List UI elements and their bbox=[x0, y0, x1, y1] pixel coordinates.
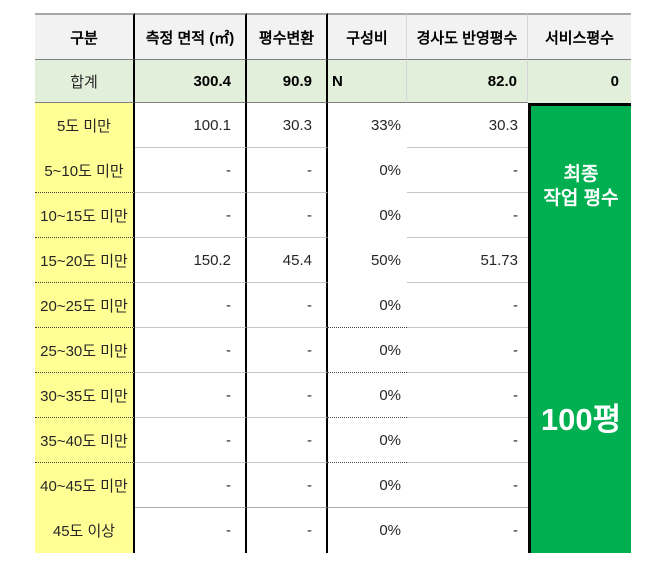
final-pyeong-cell[interactable]: 최종 작업 평수 100평 bbox=[528, 103, 631, 553]
slope-pyeong-cell[interactable]: 30.3 bbox=[407, 103, 528, 148]
ratio-cell[interactable]: 0% bbox=[328, 148, 407, 193]
ratio-cell[interactable]: 33% bbox=[328, 103, 407, 148]
area-cell[interactable]: - bbox=[135, 148, 247, 193]
ratio-cell[interactable]: 0% bbox=[328, 418, 407, 463]
area-cell[interactable]: - bbox=[135, 508, 247, 553]
area-cell[interactable]: 100.1 bbox=[135, 103, 247, 148]
row-label[interactable]: 5도 미만 bbox=[35, 103, 135, 148]
slope-pyeong-cell[interactable]: 51.73 bbox=[407, 238, 528, 283]
header-cell-measured-area[interactable]: 측정 면적 (㎡) bbox=[135, 13, 247, 60]
total-label-cell[interactable]: 합계 bbox=[35, 60, 135, 103]
area-cell[interactable]: - bbox=[135, 193, 247, 238]
pyeong-cell[interactable]: - bbox=[247, 508, 328, 553]
total-slope-pyeong-cell[interactable]: 82.0 bbox=[407, 60, 528, 103]
row-label[interactable]: 20~25도 미만 bbox=[35, 283, 135, 328]
ratio-cell[interactable]: 0% bbox=[328, 508, 407, 553]
header-cell-slope-pyeong[interactable]: 경사도 반영평수 bbox=[407, 13, 528, 60]
pyeong-cell[interactable]: - bbox=[247, 418, 328, 463]
row-label[interactable]: 35~40도 미만 bbox=[35, 418, 135, 463]
row-label[interactable]: 5~10도 미만 bbox=[35, 148, 135, 193]
pyeong-cell[interactable]: - bbox=[247, 373, 328, 418]
slope-pyeong-cell[interactable]: - bbox=[407, 193, 528, 238]
area-cell[interactable]: - bbox=[135, 463, 247, 508]
slope-pyeong-cell[interactable]: - bbox=[407, 508, 528, 553]
final-pyeong-value: 100평 bbox=[540, 402, 622, 437]
slope-pyeong-cell[interactable]: - bbox=[407, 373, 528, 418]
row-label[interactable]: 45도 이상 bbox=[35, 508, 135, 553]
final-pyeong-title: 최종 작업 평수 bbox=[531, 163, 631, 211]
row-label[interactable]: 30~35도 미만 bbox=[35, 373, 135, 418]
header-cell-pyeong-conv[interactable]: 평수변환 bbox=[247, 13, 328, 60]
header-cell-service-pyeong[interactable]: 서비스평수 bbox=[528, 13, 631, 60]
header-cell-category[interactable]: 구분 bbox=[35, 13, 135, 60]
ratio-cell[interactable]: 0% bbox=[328, 328, 407, 373]
pyeong-cell[interactable]: - bbox=[247, 283, 328, 328]
area-cell[interactable]: - bbox=[135, 328, 247, 373]
ratio-cell[interactable]: 50% bbox=[328, 238, 407, 283]
ratio-cell[interactable]: 0% bbox=[328, 283, 407, 328]
slope-pyeong-cell[interactable]: - bbox=[407, 418, 528, 463]
ratio-cell[interactable]: 0% bbox=[328, 193, 407, 238]
pyeong-cell[interactable]: 45.4 bbox=[247, 238, 328, 283]
pyeong-cell[interactable]: - bbox=[247, 328, 328, 373]
total-service-pyeong-cell[interactable]: 0 bbox=[528, 60, 631, 103]
pyeong-cell[interactable]: 30.3 bbox=[247, 103, 328, 148]
pyeong-cell[interactable]: - bbox=[247, 193, 328, 238]
final-pyeong-title-line2: 작업 평수 bbox=[543, 188, 619, 209]
slope-pyeong-cell[interactable]: - bbox=[407, 328, 528, 373]
final-pyeong-title-line1: 최종 bbox=[563, 164, 599, 185]
area-cell[interactable]: - bbox=[135, 373, 247, 418]
total-pyeong-cell[interactable]: 90.9 bbox=[247, 60, 328, 103]
pyeong-cell[interactable]: - bbox=[247, 463, 328, 508]
total-ratio-cell[interactable]: N bbox=[328, 60, 407, 103]
area-cell[interactable]: - bbox=[135, 283, 247, 328]
area-cell[interactable]: - bbox=[135, 418, 247, 463]
ratio-cell[interactable]: 0% bbox=[328, 373, 407, 418]
pyeong-cell[interactable]: - bbox=[247, 148, 328, 193]
total-area-cell[interactable]: 300.4 bbox=[135, 60, 247, 103]
slope-pyeong-cell[interactable]: - bbox=[407, 148, 528, 193]
area-cell[interactable]: 150.2 bbox=[135, 238, 247, 283]
row-label[interactable]: 40~45도 미만 bbox=[35, 463, 135, 508]
slope-area-table: 구분 측정 면적 (㎡) 평수변환 구성비 경사도 반영평수 서비스평수 합계 … bbox=[35, 13, 631, 553]
header-cell-ratio[interactable]: 구성비 bbox=[328, 13, 407, 60]
row-label[interactable]: 10~15도 미만 bbox=[35, 193, 135, 238]
slope-pyeong-cell[interactable]: - bbox=[407, 463, 528, 508]
ratio-cell[interactable]: 0% bbox=[328, 463, 407, 508]
row-label[interactable]: 25~30도 미만 bbox=[35, 328, 135, 373]
row-label[interactable]: 15~20도 미만 bbox=[35, 238, 135, 283]
slope-pyeong-cell[interactable]: - bbox=[407, 283, 528, 328]
